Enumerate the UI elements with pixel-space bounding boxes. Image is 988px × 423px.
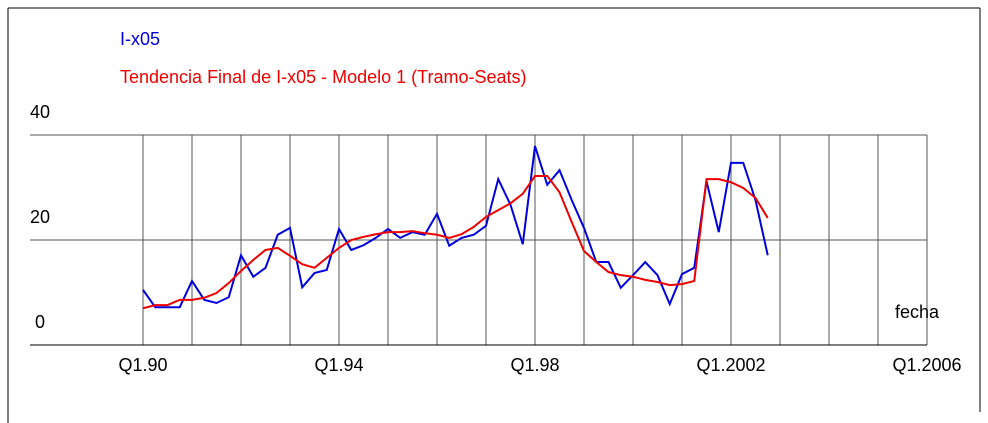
y-tick-label: 20 <box>30 207 50 227</box>
x-axis-label: fecha <box>895 302 940 322</box>
legend-entry: I-x05 <box>120 29 160 49</box>
x-tick-label: Q1.90 <box>118 355 167 375</box>
series-line <box>142 145 769 309</box>
x-tick-label: Q1.98 <box>510 355 559 375</box>
legend-entry: Tendencia Final de I-x05 - Modelo 1 (Tra… <box>120 67 527 87</box>
series-line <box>142 174 769 310</box>
y-tick-label: 0 <box>35 312 45 332</box>
x-tick-label: Q1.2006 <box>892 355 961 375</box>
x-tick-label: Q1.94 <box>314 355 363 375</box>
y-tick-label: 40 <box>30 102 50 122</box>
x-tick-label: Q1.2002 <box>696 355 765 375</box>
